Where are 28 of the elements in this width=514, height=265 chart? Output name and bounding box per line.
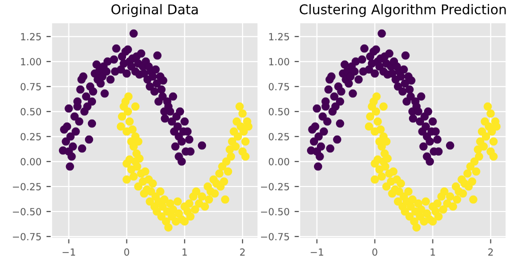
y-tick-label: 0.00 bbox=[20, 158, 42, 166]
y-tick-label: −0.25 bbox=[261, 182, 289, 190]
y-tick-label: −0.50 bbox=[261, 208, 290, 216]
y-tick-label: −0.75 bbox=[12, 232, 41, 240]
y-tick-label: 0.75 bbox=[268, 82, 289, 90]
x-tick-label: −1 bbox=[62, 248, 76, 256]
y-tick-label: −0.50 bbox=[12, 208, 42, 216]
y-tick-label: 0.25 bbox=[268, 132, 289, 140]
y-tick-label: 1.25 bbox=[21, 33, 41, 40]
x-tick-label: 1 bbox=[182, 248, 187, 256]
y-tick-label: 0.00 bbox=[268, 158, 290, 166]
chart-title: Clustering Algorithm Prediction bbox=[300, 4, 506, 17]
x-tick-label: 0 bbox=[124, 248, 130, 256]
y-tick-label: −0.25 bbox=[12, 182, 41, 190]
y-tick-label: 1.25 bbox=[269, 33, 289, 40]
x-tick-label: 2 bbox=[488, 248, 493, 256]
y-tick-label: 0.25 bbox=[20, 132, 41, 140]
x-tick-label: −1 bbox=[310, 248, 324, 256]
y-tick-label: 0.75 bbox=[20, 82, 41, 90]
chart-title: Original Data bbox=[111, 4, 198, 17]
x-tick-label: 1 bbox=[430, 248, 435, 256]
y-tick-label: 1.00 bbox=[21, 58, 42, 66]
y-tick-label: 0.50 bbox=[20, 108, 42, 116]
y-tick-label: −0.75 bbox=[261, 232, 289, 240]
x-tick-label: 2 bbox=[240, 248, 245, 256]
y-tick-label: 0.50 bbox=[268, 108, 290, 116]
x-tick-label: 0 bbox=[372, 248, 378, 256]
y-tick-label: 1.00 bbox=[269, 58, 290, 66]
